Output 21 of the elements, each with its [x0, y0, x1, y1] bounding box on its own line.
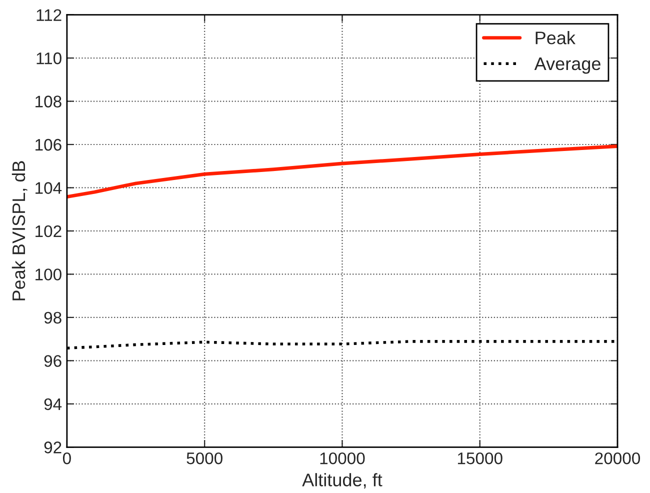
x-tick-label: 15000: [458, 452, 502, 464]
y-tick-label: 104: [36, 182, 62, 194]
y-tick-label: 112: [36, 9, 62, 21]
legend-label: Average: [534, 58, 600, 74]
y-tick-label: 98: [44, 312, 62, 324]
x-tick-label: 20000: [595, 452, 640, 464]
y-tick-label: 110: [36, 52, 62, 64]
y-tick-label: 100: [36, 268, 62, 280]
y-tick-label: 96: [44, 355, 62, 367]
y-tick-label: 108: [36, 96, 62, 108]
y-tick-label: 94: [44, 398, 62, 410]
y-axis-title: Peak BVISPL, dB: [12, 161, 28, 300]
x-tick-label: 10000: [320, 452, 365, 464]
x-tick-label: 5000: [186, 452, 222, 464]
y-tick-label: 106: [36, 138, 62, 151]
y-tick-label: 102: [36, 225, 62, 238]
x-axis-title: Altitude, ft: [302, 473, 382, 488]
line-series: [66, 144, 618, 199]
legend-label: Peak: [536, 31, 576, 44]
y-tick-label: 92: [44, 442, 62, 454]
x-tick-label: 0: [62, 452, 71, 464]
